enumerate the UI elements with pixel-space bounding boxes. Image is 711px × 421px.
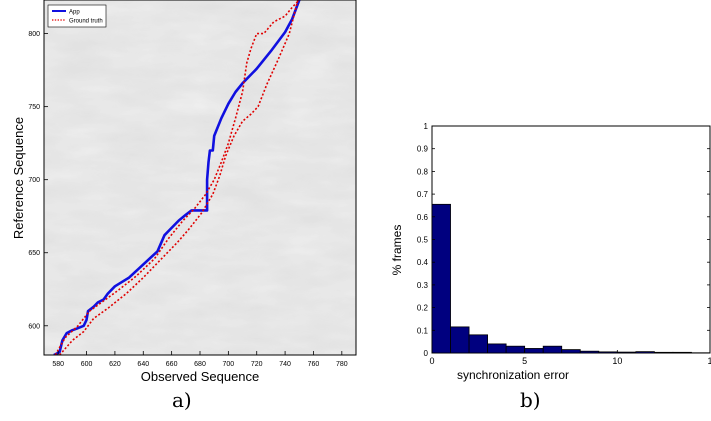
legend-app-label: App — [69, 10, 80, 16]
panel-a-caption: a) — [172, 388, 192, 412]
similarity-matrix-background — [44, 0, 356, 355]
series-line-app — [53, 0, 301, 355]
x-tick-label: 680 — [194, 361, 206, 368]
panel-b-caption: b) — [520, 388, 541, 412]
series-line-ground-truth-2 — [58, 0, 299, 355]
plot-a-x-label: Observed Sequence — [141, 369, 260, 384]
x-tick-label: 600 — [81, 361, 93, 368]
plot-a-y-label: Reference Sequence — [11, 117, 26, 239]
x-tick-label: 620 — [109, 361, 121, 368]
x-tick-label: 640 — [137, 361, 149, 368]
legend-ground-truth-label: Ground truth — [69, 19, 103, 25]
x-tick-label: 700 — [223, 361, 235, 368]
x-tick-label: 740 — [279, 361, 291, 368]
x-tick-label: 580 — [52, 361, 64, 368]
x-tick-label: 780 — [336, 361, 348, 368]
plot-a-legend: App Ground truth — [47, 4, 107, 28]
y-tick-label: 700 — [28, 177, 40, 184]
x-tick-label: 660 — [166, 361, 178, 368]
x-tick-label: 720 — [251, 361, 263, 368]
x-tick-label: 760 — [308, 361, 320, 368]
y-tick-label: 800 — [28, 31, 40, 38]
y-tick-label: 750 — [28, 104, 40, 111]
series-line-ground-truth-1 — [54, 0, 300, 355]
y-tick-label: 600 — [28, 323, 40, 330]
y-tick-label: 650 — [28, 250, 40, 257]
